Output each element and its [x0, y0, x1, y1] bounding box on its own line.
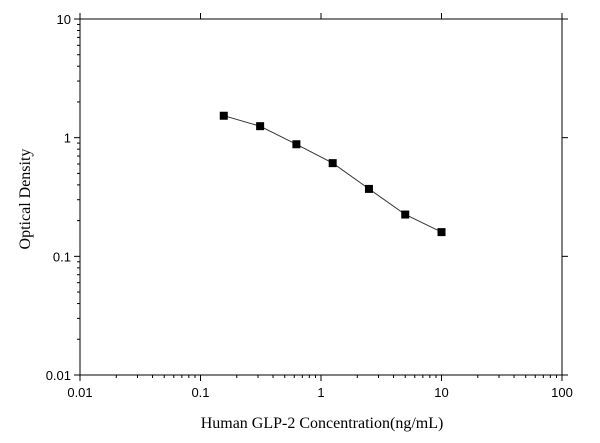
data-point	[364, 184, 373, 193]
data-point	[256, 122, 265, 131]
data-point	[401, 210, 410, 219]
data-point	[219, 111, 228, 120]
x-tick-label: 1	[317, 385, 324, 400]
y-tick-label: 0.1	[53, 249, 71, 264]
data-point	[292, 140, 301, 149]
x-axis-title: Human GLP-2 Concentration(ng/mL)	[201, 415, 444, 432]
data-point	[328, 159, 337, 168]
y-axis-ticks: 0.01 0.1 1 10	[46, 12, 568, 383]
y-tick-label: 1	[64, 131, 71, 146]
x-tick-label: 100	[551, 385, 573, 400]
data-points	[219, 111, 446, 237]
x-tick-label: 10	[434, 385, 448, 400]
data-point	[437, 228, 446, 237]
y-axis-title: Optical Density	[17, 149, 34, 250]
plot-frame	[79, 18, 563, 376]
x-tick-label: 0.1	[191, 385, 209, 400]
y-tick-label: 0.01	[46, 368, 71, 383]
x-tick-label: 0.01	[67, 385, 92, 400]
y-tick-label: 10	[57, 12, 71, 27]
plot-border	[79, 18, 563, 376]
x-axis-ticks: 0.01 0.1 1 10 100	[67, 13, 573, 400]
